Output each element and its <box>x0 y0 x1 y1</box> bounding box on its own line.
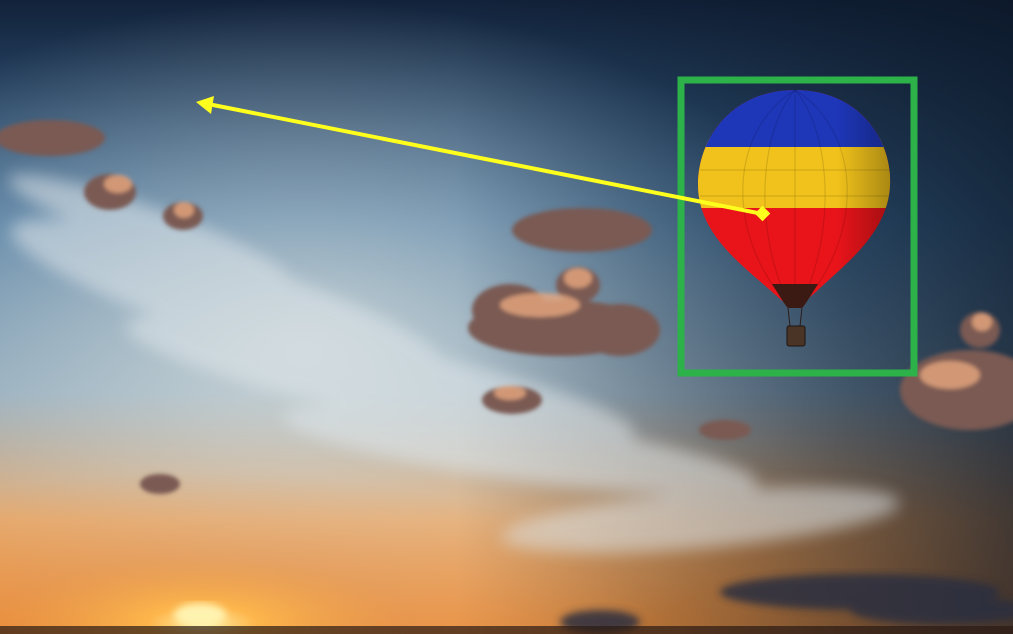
arrow-tail-marker <box>754 205 771 222</box>
balloon-cables <box>787 307 803 327</box>
annotation-box <box>677 76 918 377</box>
horizon-band <box>0 626 1013 634</box>
horizon-clouds <box>560 574 1013 634</box>
balloon-throat <box>772 284 818 308</box>
arrow-head <box>196 96 214 114</box>
puffy-clouds <box>0 120 1013 494</box>
sun <box>174 603 226 627</box>
balloon-basket <box>786 325 806 347</box>
annotation-arrow <box>196 96 771 222</box>
